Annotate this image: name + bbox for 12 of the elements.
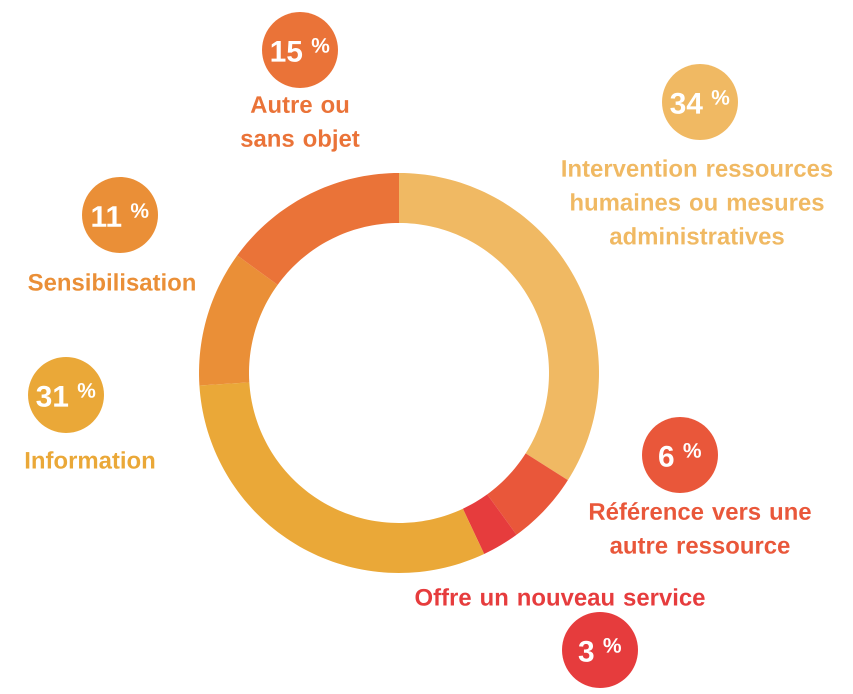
slice-label: Référence vers une autre ressource (590, 502, 811, 554)
slice-label: Autre ou sans objet (241, 96, 360, 152)
slice-label: Information (26, 451, 154, 469)
data-label: 15 $^{%}$ (272, 38, 330, 62)
slice-label: Sensibilisation (28, 273, 195, 291)
data-label: 11 $^{%}$ (92, 203, 148, 227)
data-label: 3 $^{%}$ (578, 638, 621, 662)
data-label: 31 $^{%}$ (36, 383, 96, 407)
slice-label: Offre un nouveau service (415, 588, 705, 606)
data-label: 6 $^{%}$ (659, 443, 701, 467)
slice-label: Intervention ressources humaines ou mesures administratives (562, 159, 832, 245)
data-label: 34 $^{%}$ (670, 90, 730, 114)
